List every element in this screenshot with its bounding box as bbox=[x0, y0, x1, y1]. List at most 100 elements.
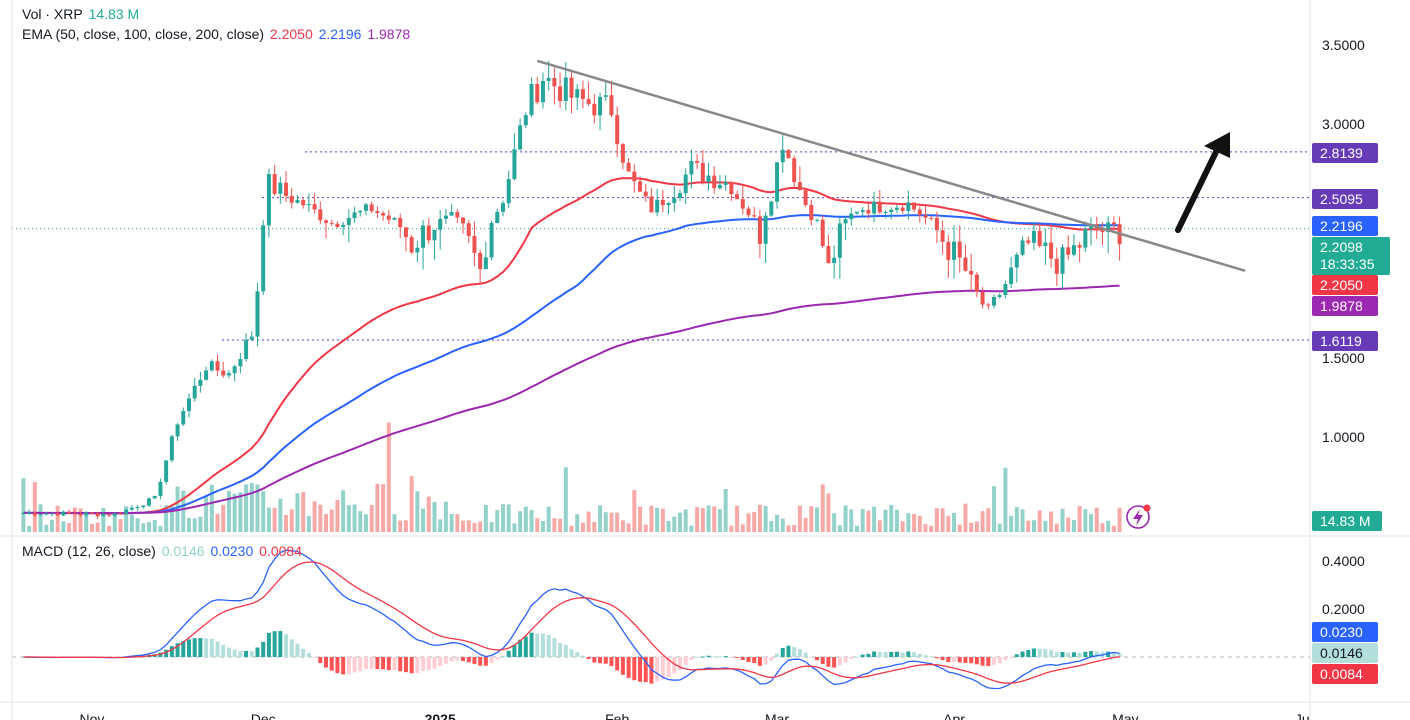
macd-histogram-bar bbox=[478, 657, 483, 666]
candle-body bbox=[598, 96, 603, 116]
candle-body bbox=[369, 204, 374, 212]
volume-bar bbox=[141, 523, 146, 532]
candle-body bbox=[443, 215, 448, 219]
volume-bar bbox=[169, 505, 174, 532]
candle-body bbox=[769, 201, 774, 216]
volume-bar bbox=[586, 511, 591, 532]
volume-bar bbox=[129, 514, 134, 532]
volume-bar bbox=[375, 483, 380, 532]
macd-histogram-bar bbox=[249, 651, 254, 657]
candle-body bbox=[1037, 230, 1042, 246]
macd-histogram-bar bbox=[381, 657, 386, 670]
time-tick-label: May bbox=[1112, 711, 1138, 720]
volume-bar bbox=[723, 488, 728, 532]
trendline[interactable] bbox=[536, 59, 1246, 272]
macd-histogram-bar bbox=[700, 656, 705, 658]
volume-bar bbox=[563, 467, 568, 532]
candle-body bbox=[204, 370, 209, 380]
volume-tag: 14.83 M bbox=[1320, 513, 1371, 529]
volume-bar bbox=[403, 520, 408, 532]
candle-body bbox=[192, 385, 197, 399]
volume-bar bbox=[318, 504, 323, 532]
price-tick-label: 3.0000 bbox=[1322, 116, 1365, 132]
volume-bar bbox=[735, 505, 740, 532]
macd-histogram-bar bbox=[1054, 652, 1059, 657]
trendline-line[interactable] bbox=[536, 59, 1246, 272]
macd-histogram-bar bbox=[1031, 648, 1036, 657]
volume-bar bbox=[438, 519, 443, 532]
candle-body bbox=[991, 297, 996, 306]
volume-bar bbox=[1020, 509, 1025, 532]
volume-bar bbox=[540, 521, 545, 532]
volume-bar bbox=[872, 506, 877, 532]
macd-histogram-bar bbox=[740, 657, 745, 661]
volume-bar bbox=[592, 521, 597, 532]
volume-bar bbox=[341, 490, 346, 532]
candle-body bbox=[512, 149, 517, 180]
candle-body bbox=[677, 193, 682, 198]
candle-body bbox=[375, 211, 380, 213]
ema200-legend-value: 1.9878 bbox=[367, 26, 411, 42]
macd-hist-tag-bg bbox=[1312, 643, 1378, 663]
volume-bar bbox=[677, 512, 682, 532]
volume-bar bbox=[626, 523, 631, 532]
macd-histogram-bar bbox=[169, 646, 174, 657]
candle-body bbox=[575, 89, 580, 98]
candle-body bbox=[843, 219, 848, 224]
candle-body bbox=[872, 201, 877, 214]
candle-body bbox=[969, 270, 974, 275]
volume-bar bbox=[552, 518, 557, 532]
volume-bar bbox=[917, 515, 922, 532]
macd-histogram-bar bbox=[369, 657, 374, 669]
macd-histogram-bar bbox=[569, 649, 574, 657]
candle-body bbox=[706, 175, 711, 182]
candle-body bbox=[107, 514, 112, 516]
macd-histogram-bar bbox=[472, 657, 477, 664]
macd-histogram-bar bbox=[974, 657, 979, 665]
volume-bar bbox=[78, 508, 83, 532]
volume-bar bbox=[969, 522, 974, 532]
volume-bar bbox=[832, 513, 837, 532]
volume-bar bbox=[21, 478, 26, 532]
lightning-icon[interactable] bbox=[1126, 504, 1151, 529]
volume-bar bbox=[38, 504, 43, 532]
macd-histogram-bar bbox=[809, 657, 814, 658]
candle-body bbox=[620, 144, 625, 163]
macd-histogram-bar bbox=[837, 657, 842, 666]
volume-bar bbox=[1094, 507, 1099, 532]
macd-histogram-bar bbox=[529, 632, 534, 657]
candlesticks bbox=[21, 60, 1122, 519]
candle-body bbox=[181, 411, 186, 425]
macd-histogram-bar bbox=[306, 653, 311, 657]
candle-body bbox=[529, 83, 534, 116]
volume-bar bbox=[655, 507, 660, 532]
macd-histogram-bar bbox=[695, 656, 700, 658]
candle-body bbox=[917, 209, 922, 216]
macd-histogram-bar bbox=[1060, 651, 1065, 657]
level-tag-1-6119-bg bbox=[1312, 331, 1378, 351]
ema200-tag-bg bbox=[1312, 296, 1378, 316]
arrow-drawing[interactable] bbox=[1175, 132, 1230, 233]
candle-body bbox=[21, 512, 26, 514]
candle-body bbox=[660, 199, 665, 206]
candle-body bbox=[358, 210, 363, 213]
time-axis[interactable]: Nov Dec 2025 Feb Mar Apr May Ju bbox=[79, 711, 1309, 720]
macd-histogram-bar bbox=[398, 657, 403, 672]
volume-bar bbox=[164, 505, 169, 532]
volume-bar bbox=[849, 509, 854, 532]
candle-body bbox=[152, 495, 157, 499]
candle-body bbox=[974, 274, 979, 292]
candle-body bbox=[655, 199, 660, 213]
macd-histogram-bar bbox=[586, 657, 591, 659]
macd-histogram-bar bbox=[580, 655, 585, 657]
macd-histogram-bar bbox=[877, 651, 882, 657]
candle-body bbox=[997, 295, 1002, 298]
level-tag-2-5095-bg bbox=[1312, 189, 1378, 209]
volume-bar bbox=[44, 524, 49, 532]
volume-bar bbox=[255, 484, 260, 532]
volume-bar bbox=[518, 511, 523, 532]
candle-body bbox=[95, 513, 100, 517]
